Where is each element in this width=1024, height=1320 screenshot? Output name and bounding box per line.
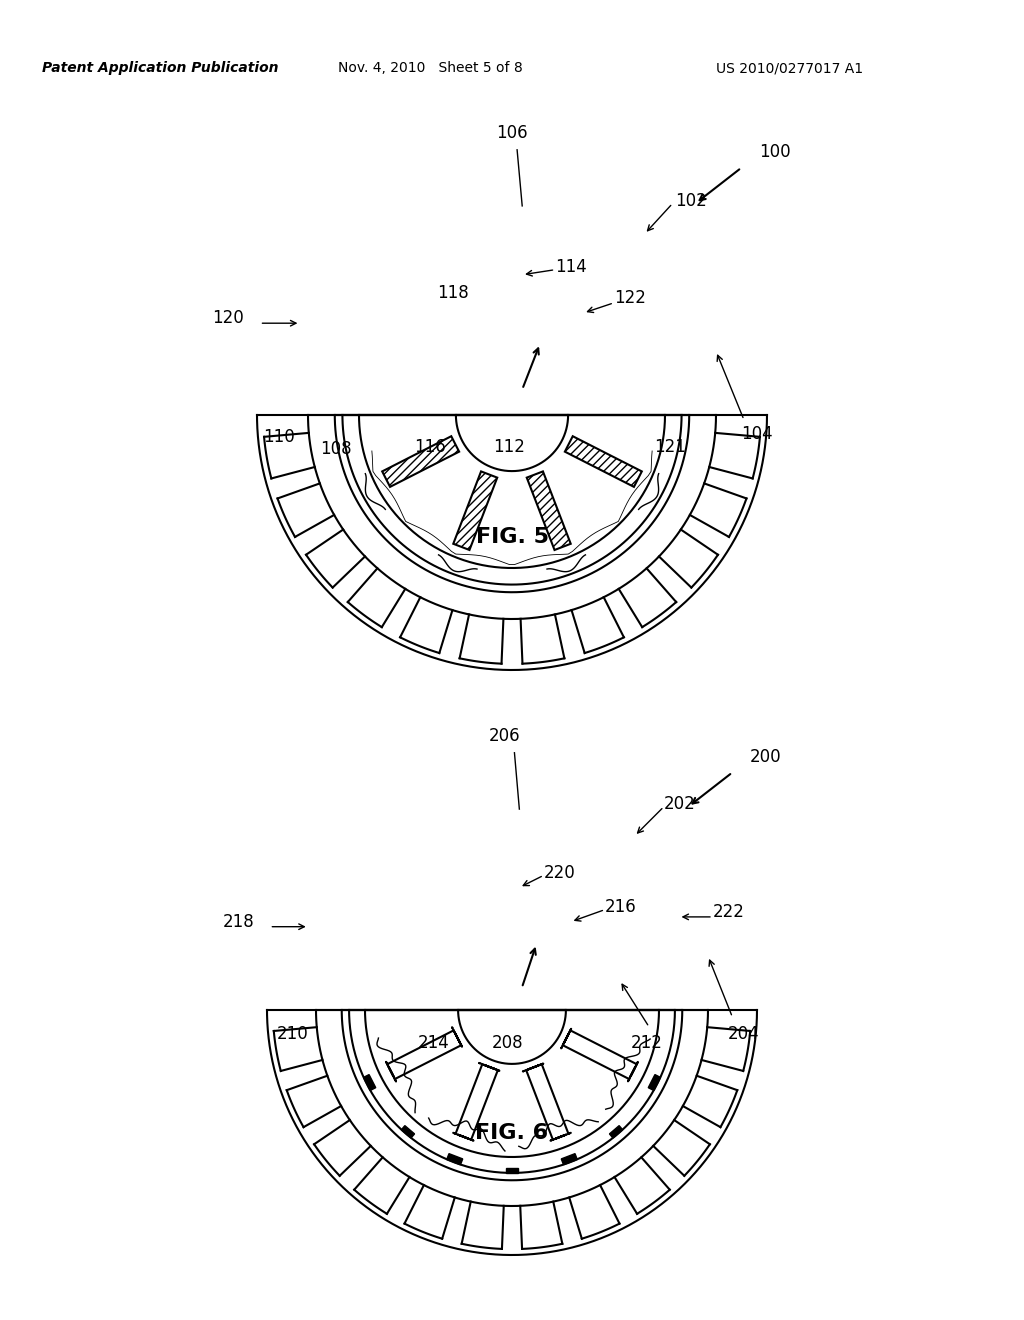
Text: 108: 108 [321, 441, 352, 458]
Text: 210: 210 [276, 1024, 308, 1043]
Text: 122: 122 [614, 289, 646, 306]
Polygon shape [526, 471, 570, 550]
Text: 102: 102 [675, 191, 707, 210]
Polygon shape [561, 1154, 578, 1164]
Text: 104: 104 [741, 425, 773, 444]
Text: 204: 204 [728, 1024, 759, 1043]
Text: 116: 116 [415, 438, 446, 455]
Text: 200: 200 [750, 748, 781, 766]
Text: 216: 216 [605, 898, 637, 916]
Text: FIG. 5: FIG. 5 [475, 527, 549, 546]
Text: FIG. 6: FIG. 6 [475, 1123, 549, 1143]
Polygon shape [648, 1074, 660, 1090]
Text: 208: 208 [492, 1035, 523, 1052]
Text: 120: 120 [213, 309, 245, 327]
Text: 214: 214 [418, 1035, 450, 1052]
Text: 202: 202 [664, 795, 695, 813]
Text: Patent Application Publication: Patent Application Publication [42, 61, 279, 75]
Polygon shape [506, 1167, 518, 1173]
Polygon shape [446, 1154, 463, 1164]
Text: Nov. 4, 2010   Sheet 5 of 8: Nov. 4, 2010 Sheet 5 of 8 [338, 61, 522, 75]
Text: 218: 218 [223, 913, 255, 931]
Polygon shape [401, 1126, 415, 1138]
Polygon shape [364, 1074, 376, 1090]
Text: 220: 220 [544, 863, 575, 882]
Text: US 2010/0277017 A1: US 2010/0277017 A1 [717, 61, 863, 75]
Text: 121: 121 [654, 438, 686, 455]
Polygon shape [565, 436, 642, 487]
Text: 222: 222 [713, 903, 744, 921]
Text: 212: 212 [631, 1035, 663, 1052]
Text: 106: 106 [497, 124, 527, 143]
Polygon shape [382, 436, 459, 487]
Text: 100: 100 [759, 143, 791, 161]
Text: 118: 118 [437, 284, 469, 301]
Text: 110: 110 [263, 428, 295, 446]
Text: 206: 206 [488, 727, 520, 746]
Polygon shape [609, 1126, 623, 1138]
Text: 112: 112 [494, 438, 525, 455]
Polygon shape [454, 471, 498, 550]
Text: 114: 114 [555, 259, 587, 276]
